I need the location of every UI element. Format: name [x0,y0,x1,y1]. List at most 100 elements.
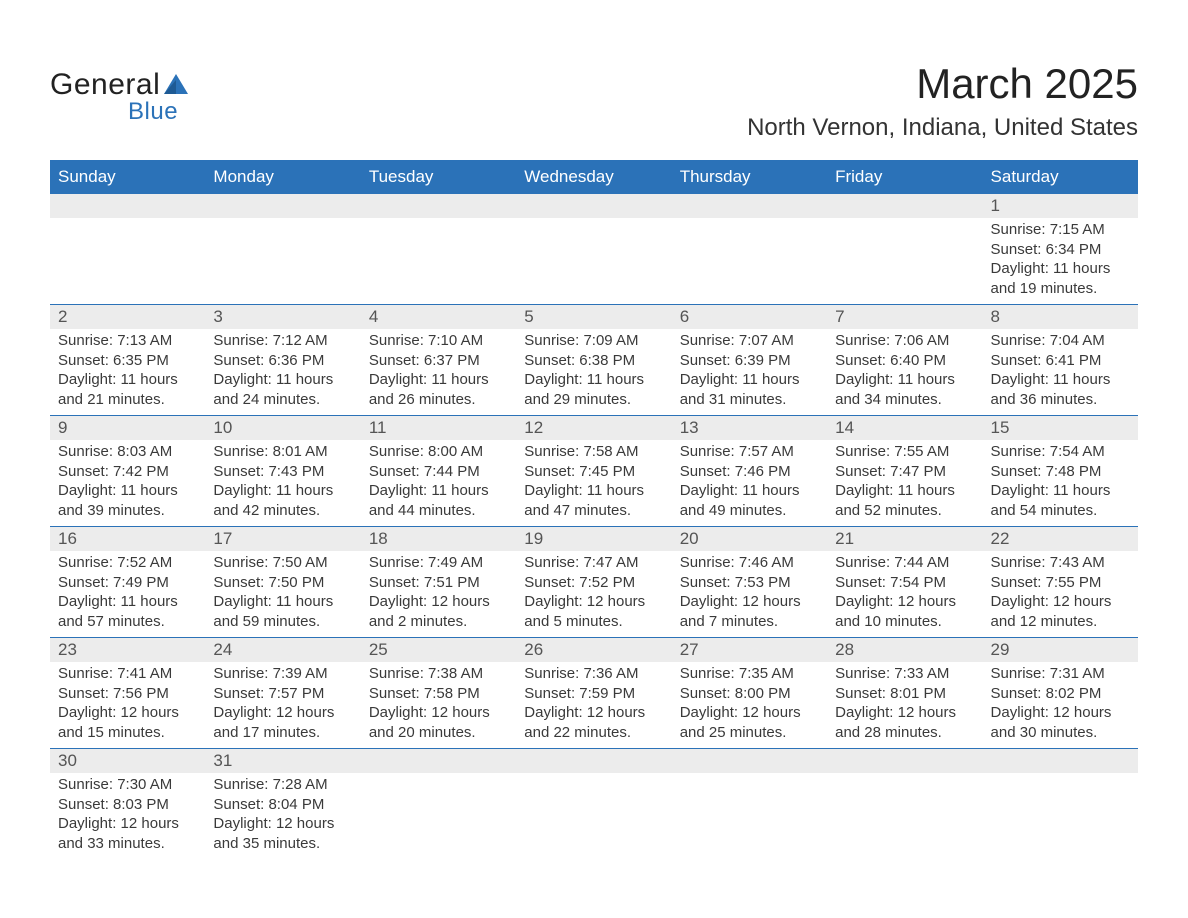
sunset-text: Sunset: 6:40 PM [835,351,974,371]
sunset-text: Sunset: 8:00 PM [680,684,819,704]
daylight-text: Daylight: 11 hours [524,370,663,390]
logo-text-blue: Blue [128,98,178,126]
daylight-text: Daylight: 12 hours [58,703,197,723]
daylight-text: Daylight: 12 hours [991,592,1130,612]
sunset-text: Sunset: 7:54 PM [835,573,974,593]
day-number-cell: 4 [361,305,516,330]
daylight-text: Daylight: 11 hours [58,592,197,612]
day-number-cell: 13 [672,416,827,441]
day-number-cell: 31 [205,749,360,774]
daylight-text: Daylight: 11 hours [213,481,352,501]
day-number-cell: 7 [827,305,982,330]
month-title: March 2025 [747,60,1138,108]
day-number-cell: 9 [50,416,205,441]
daylight-text: Daylight: 12 hours [680,592,819,612]
day-detail-cell: Sunrise: 7:46 AMSunset: 7:53 PMDaylight:… [672,551,827,638]
day-detail-cell [50,218,205,305]
day-number-cell: 5 [516,305,671,330]
sail-icon [164,74,188,96]
daylight-text: and 34 minutes. [835,390,974,410]
daylight-text: and 28 minutes. [835,723,974,743]
day-number: 13 [672,416,827,440]
day-detail-cell [516,218,671,305]
daylight-text: and 49 minutes. [680,501,819,521]
day-detail-row: Sunrise: 8:03 AMSunset: 7:42 PMDaylight:… [50,440,1138,527]
sunset-text: Sunset: 8:02 PM [991,684,1130,704]
day-number: 16 [50,527,205,551]
sunrise-text: Sunrise: 7:47 AM [524,553,663,573]
day-number-row: 23242526272829 [50,638,1138,663]
day-detail-cell: Sunrise: 7:07 AMSunset: 6:39 PMDaylight:… [672,329,827,416]
day-number-row: 16171819202122 [50,527,1138,552]
day-detail-cell: Sunrise: 8:03 AMSunset: 7:42 PMDaylight:… [50,440,205,527]
day-number: 22 [983,527,1138,551]
day-number-cell: 3 [205,305,360,330]
day-number: 4 [361,305,516,329]
day-detail-cell [983,773,1138,859]
daylight-text: Daylight: 11 hours [835,370,974,390]
sunrise-text: Sunrise: 7:44 AM [835,553,974,573]
day-number-cell: 22 [983,527,1138,552]
daylight-text: and 17 minutes. [213,723,352,743]
sunset-text: Sunset: 7:57 PM [213,684,352,704]
sunrise-text: Sunrise: 7:13 AM [58,331,197,351]
day-detail-cell: Sunrise: 7:50 AMSunset: 7:50 PMDaylight:… [205,551,360,638]
daylight-text: Daylight: 12 hours [524,703,663,723]
daylight-text: and 5 minutes. [524,612,663,632]
day-detail-row: Sunrise: 7:13 AMSunset: 6:35 PMDaylight:… [50,329,1138,416]
daylight-text: and 36 minutes. [991,390,1130,410]
day-number: 31 [205,749,360,773]
day-number-cell: 21 [827,527,982,552]
day-detail-cell: Sunrise: 8:01 AMSunset: 7:43 PMDaylight:… [205,440,360,527]
day-number-cell: 23 [50,638,205,663]
day-number: 14 [827,416,982,440]
sunset-text: Sunset: 7:50 PM [213,573,352,593]
day-number-row: 3031 [50,749,1138,774]
day-detail-cell [361,218,516,305]
daylight-text: Daylight: 11 hours [369,370,508,390]
day-number-cell [983,749,1138,774]
sunset-text: Sunset: 7:48 PM [991,462,1130,482]
sunset-text: Sunset: 6:35 PM [58,351,197,371]
day-number-cell: 17 [205,527,360,552]
day-number-cell: 2 [50,305,205,330]
sunset-text: Sunset: 8:01 PM [835,684,974,704]
sunset-text: Sunset: 7:58 PM [369,684,508,704]
daylight-text: Daylight: 11 hours [835,481,974,501]
day-number-row: 9101112131415 [50,416,1138,441]
day-detail-cell: Sunrise: 8:00 AMSunset: 7:44 PMDaylight:… [361,440,516,527]
day-number: 18 [361,527,516,551]
daylight-text: and 47 minutes. [524,501,663,521]
day-detail-cell: Sunrise: 7:36 AMSunset: 7:59 PMDaylight:… [516,662,671,749]
daylight-text: Daylight: 12 hours [835,592,974,612]
day-number-cell [205,194,360,219]
daylight-text: Daylight: 12 hours [835,703,974,723]
sunset-text: Sunset: 6:39 PM [680,351,819,371]
day-number: 25 [361,638,516,662]
weekday-header: Monday [205,161,360,194]
sunrise-text: Sunrise: 7:15 AM [991,220,1130,240]
day-number-cell: 30 [50,749,205,774]
day-number-row: 1 [50,194,1138,219]
sunrise-text: Sunrise: 7:54 AM [991,442,1130,462]
day-detail-cell [516,773,671,859]
day-detail-row: Sunrise: 7:15 AMSunset: 6:34 PMDaylight:… [50,218,1138,305]
sunset-text: Sunset: 7:51 PM [369,573,508,593]
sunset-text: Sunset: 7:52 PM [524,573,663,593]
day-detail-cell: Sunrise: 7:49 AMSunset: 7:51 PMDaylight:… [361,551,516,638]
day-detail-cell: Sunrise: 7:44 AMSunset: 7:54 PMDaylight:… [827,551,982,638]
sunrise-text: Sunrise: 7:52 AM [58,553,197,573]
day-detail-cell: Sunrise: 7:52 AMSunset: 7:49 PMDaylight:… [50,551,205,638]
day-number: 1 [983,194,1138,218]
day-detail-cell [827,773,982,859]
day-number-cell: 25 [361,638,516,663]
weekday-header: Tuesday [361,161,516,194]
daylight-text: and 20 minutes. [369,723,508,743]
day-detail-cell: Sunrise: 7:38 AMSunset: 7:58 PMDaylight:… [361,662,516,749]
daylight-text: Daylight: 11 hours [58,370,197,390]
sunrise-text: Sunrise: 7:57 AM [680,442,819,462]
sunrise-text: Sunrise: 8:03 AM [58,442,197,462]
daylight-text: and 39 minutes. [58,501,197,521]
day-number-cell: 26 [516,638,671,663]
day-number-cell [672,194,827,219]
